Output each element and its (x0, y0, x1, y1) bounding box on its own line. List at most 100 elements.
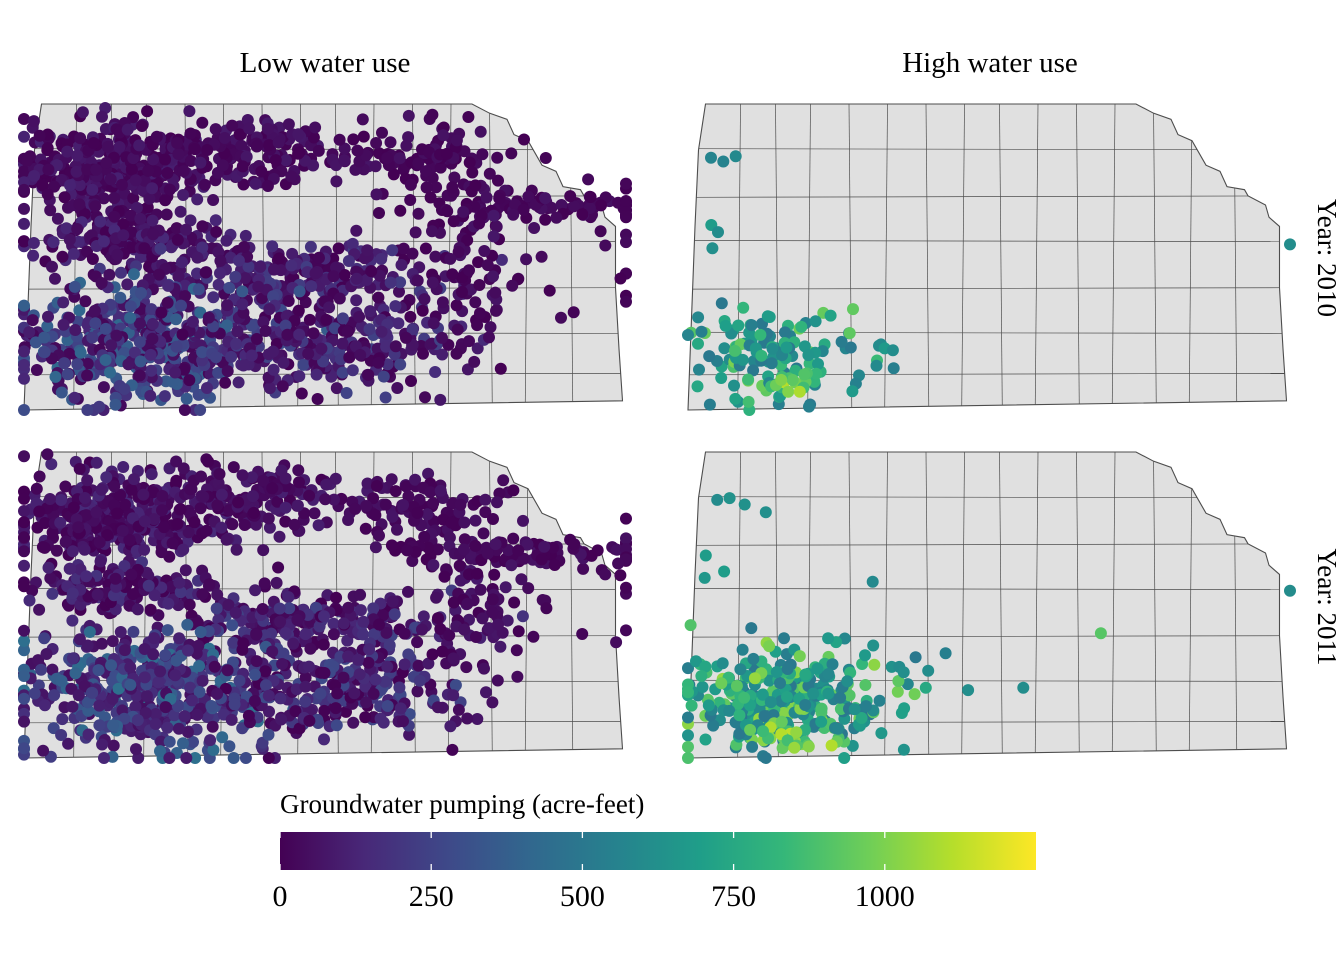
well-point (340, 387, 353, 399)
well-point (494, 640, 507, 653)
well-point (738, 498, 751, 511)
well-point (348, 687, 361, 700)
well-point (161, 721, 174, 734)
well-point (427, 559, 440, 571)
well-point (133, 139, 146, 152)
well-point (747, 652, 760, 665)
well-point (68, 280, 81, 293)
well-point (18, 559, 30, 572)
well-point (163, 752, 176, 764)
well-point (844, 341, 857, 354)
well-point (81, 369, 94, 382)
well-point (292, 128, 305, 141)
well-point (215, 521, 228, 534)
well-point (56, 250, 69, 263)
well-point (317, 355, 330, 368)
well-point (540, 602, 553, 615)
well-point (766, 342, 779, 355)
well-point (486, 593, 499, 606)
well-point (208, 660, 221, 673)
well-point (196, 346, 209, 359)
well-point (196, 220, 209, 233)
well-point (89, 317, 102, 330)
well-point (742, 373, 755, 386)
well-point (775, 373, 788, 386)
well-point (23, 594, 36, 607)
well-point (133, 317, 146, 330)
well-point (337, 617, 350, 630)
well-point (18, 372, 30, 385)
well-point (397, 499, 410, 511)
well-point (226, 518, 239, 531)
legend-title: Groundwater pumping (acre-feet) (280, 789, 644, 819)
well-point (386, 595, 399, 608)
county-boundary (688, 195, 1287, 198)
well-point (181, 618, 194, 631)
well-point (441, 205, 454, 218)
well-point (1094, 627, 1107, 640)
well-point (46, 260, 58, 273)
well-point (71, 358, 84, 371)
well-point (266, 482, 279, 495)
well-point (354, 588, 367, 601)
well-point (755, 349, 768, 362)
well-point (375, 325, 388, 338)
well-point (389, 340, 402, 353)
well-point (72, 521, 85, 534)
well-point (220, 319, 233, 332)
well-point (103, 268, 116, 281)
well-point (18, 715, 30, 728)
well-point (93, 699, 106, 712)
well-point (346, 237, 359, 250)
well-point (705, 151, 717, 164)
well-point (325, 370, 338, 383)
well-point (846, 385, 859, 398)
well-point (908, 688, 921, 701)
well-point (177, 189, 190, 201)
well-point (171, 233, 184, 246)
well-point (188, 516, 201, 529)
well-point (770, 666, 783, 678)
well-point (305, 280, 318, 293)
well-point (203, 578, 216, 591)
well-point (95, 637, 108, 650)
well-point (483, 331, 495, 344)
well-point (71, 149, 84, 162)
well-point (232, 254, 245, 267)
well-point (81, 163, 94, 176)
well-point (105, 339, 118, 352)
well-point (159, 701, 172, 714)
well-point (370, 188, 383, 201)
well-point (145, 303, 158, 316)
well-point (793, 385, 806, 398)
well-point (194, 404, 207, 416)
well-point (620, 512, 632, 525)
well-point (729, 392, 742, 405)
well-point (706, 242, 719, 255)
well-point (159, 153, 172, 166)
well-point (118, 644, 131, 657)
well-point (262, 728, 275, 741)
well-point (162, 597, 175, 610)
well-point (279, 319, 292, 332)
well-point (841, 675, 854, 688)
well-point (539, 192, 552, 205)
well-point (548, 559, 561, 571)
well-point (299, 628, 312, 641)
well-point (436, 331, 448, 344)
well-point (86, 331, 99, 344)
well-point (282, 295, 295, 307)
well-point (696, 681, 709, 693)
column-title-low: Low water use (240, 47, 411, 79)
well-point (137, 183, 150, 196)
well-point (859, 679, 872, 691)
well-point (299, 680, 312, 693)
well-point (221, 664, 234, 677)
well-point (28, 170, 41, 182)
well-point (373, 618, 386, 631)
well-point (107, 719, 119, 732)
well-point (381, 660, 394, 673)
well-point (60, 535, 72, 548)
well-point (400, 331, 412, 344)
well-point (834, 691, 847, 704)
